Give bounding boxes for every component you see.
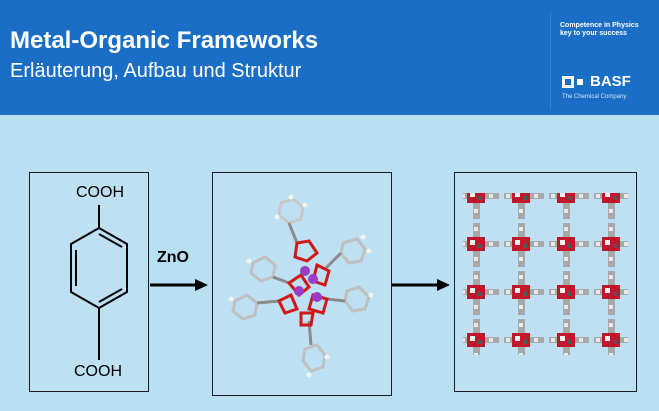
reagent-label: ZnO xyxy=(157,249,189,266)
arrow-right-icon xyxy=(392,279,450,291)
zinc-carboxylate-cluster-icon xyxy=(228,194,374,378)
arrow-right-icon xyxy=(150,279,208,291)
zinc-cluster-panel xyxy=(212,172,392,396)
benzene-ring-icon xyxy=(70,205,128,360)
framework-lattice-icon xyxy=(463,193,628,355)
linker-molecule-panel: COOH COOH xyxy=(29,172,149,392)
top-carboxyl-label: COOH xyxy=(76,184,124,201)
basf-logo-icon xyxy=(562,76,583,88)
brand-block: Competence in Physics key to your succes… xyxy=(550,12,649,109)
slide-title: Metal-Organic Frameworks xyxy=(10,27,319,54)
brand-tagline: Competence in Physics key to your succes… xyxy=(560,22,639,37)
title-banner: Metal-Organic Frameworks Erläuterung, Au… xyxy=(0,0,659,115)
framework-panel xyxy=(454,172,637,392)
bottom-carboxyl-label: COOH xyxy=(74,363,122,380)
basf-logo-text: BASF xyxy=(590,73,631,90)
slide-subtitle: Erläuterung, Aufbau und Struktur xyxy=(10,60,302,82)
company-name: The Chemical Company xyxy=(562,94,627,100)
